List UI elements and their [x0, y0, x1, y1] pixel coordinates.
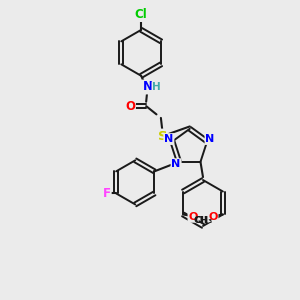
Text: O: O — [188, 212, 198, 222]
Text: CH₃: CH₃ — [194, 216, 212, 225]
Text: F: F — [103, 187, 111, 200]
Text: N: N — [164, 134, 173, 144]
Text: N: N — [142, 80, 153, 94]
Text: N: N — [172, 159, 181, 169]
Text: O: O — [208, 212, 218, 222]
Text: N: N — [206, 134, 215, 144]
Text: S: S — [158, 130, 167, 143]
Text: O: O — [125, 100, 135, 112]
Text: CH₃: CH₃ — [194, 216, 212, 225]
Text: H: H — [152, 82, 161, 92]
Text: Cl: Cl — [135, 8, 148, 21]
